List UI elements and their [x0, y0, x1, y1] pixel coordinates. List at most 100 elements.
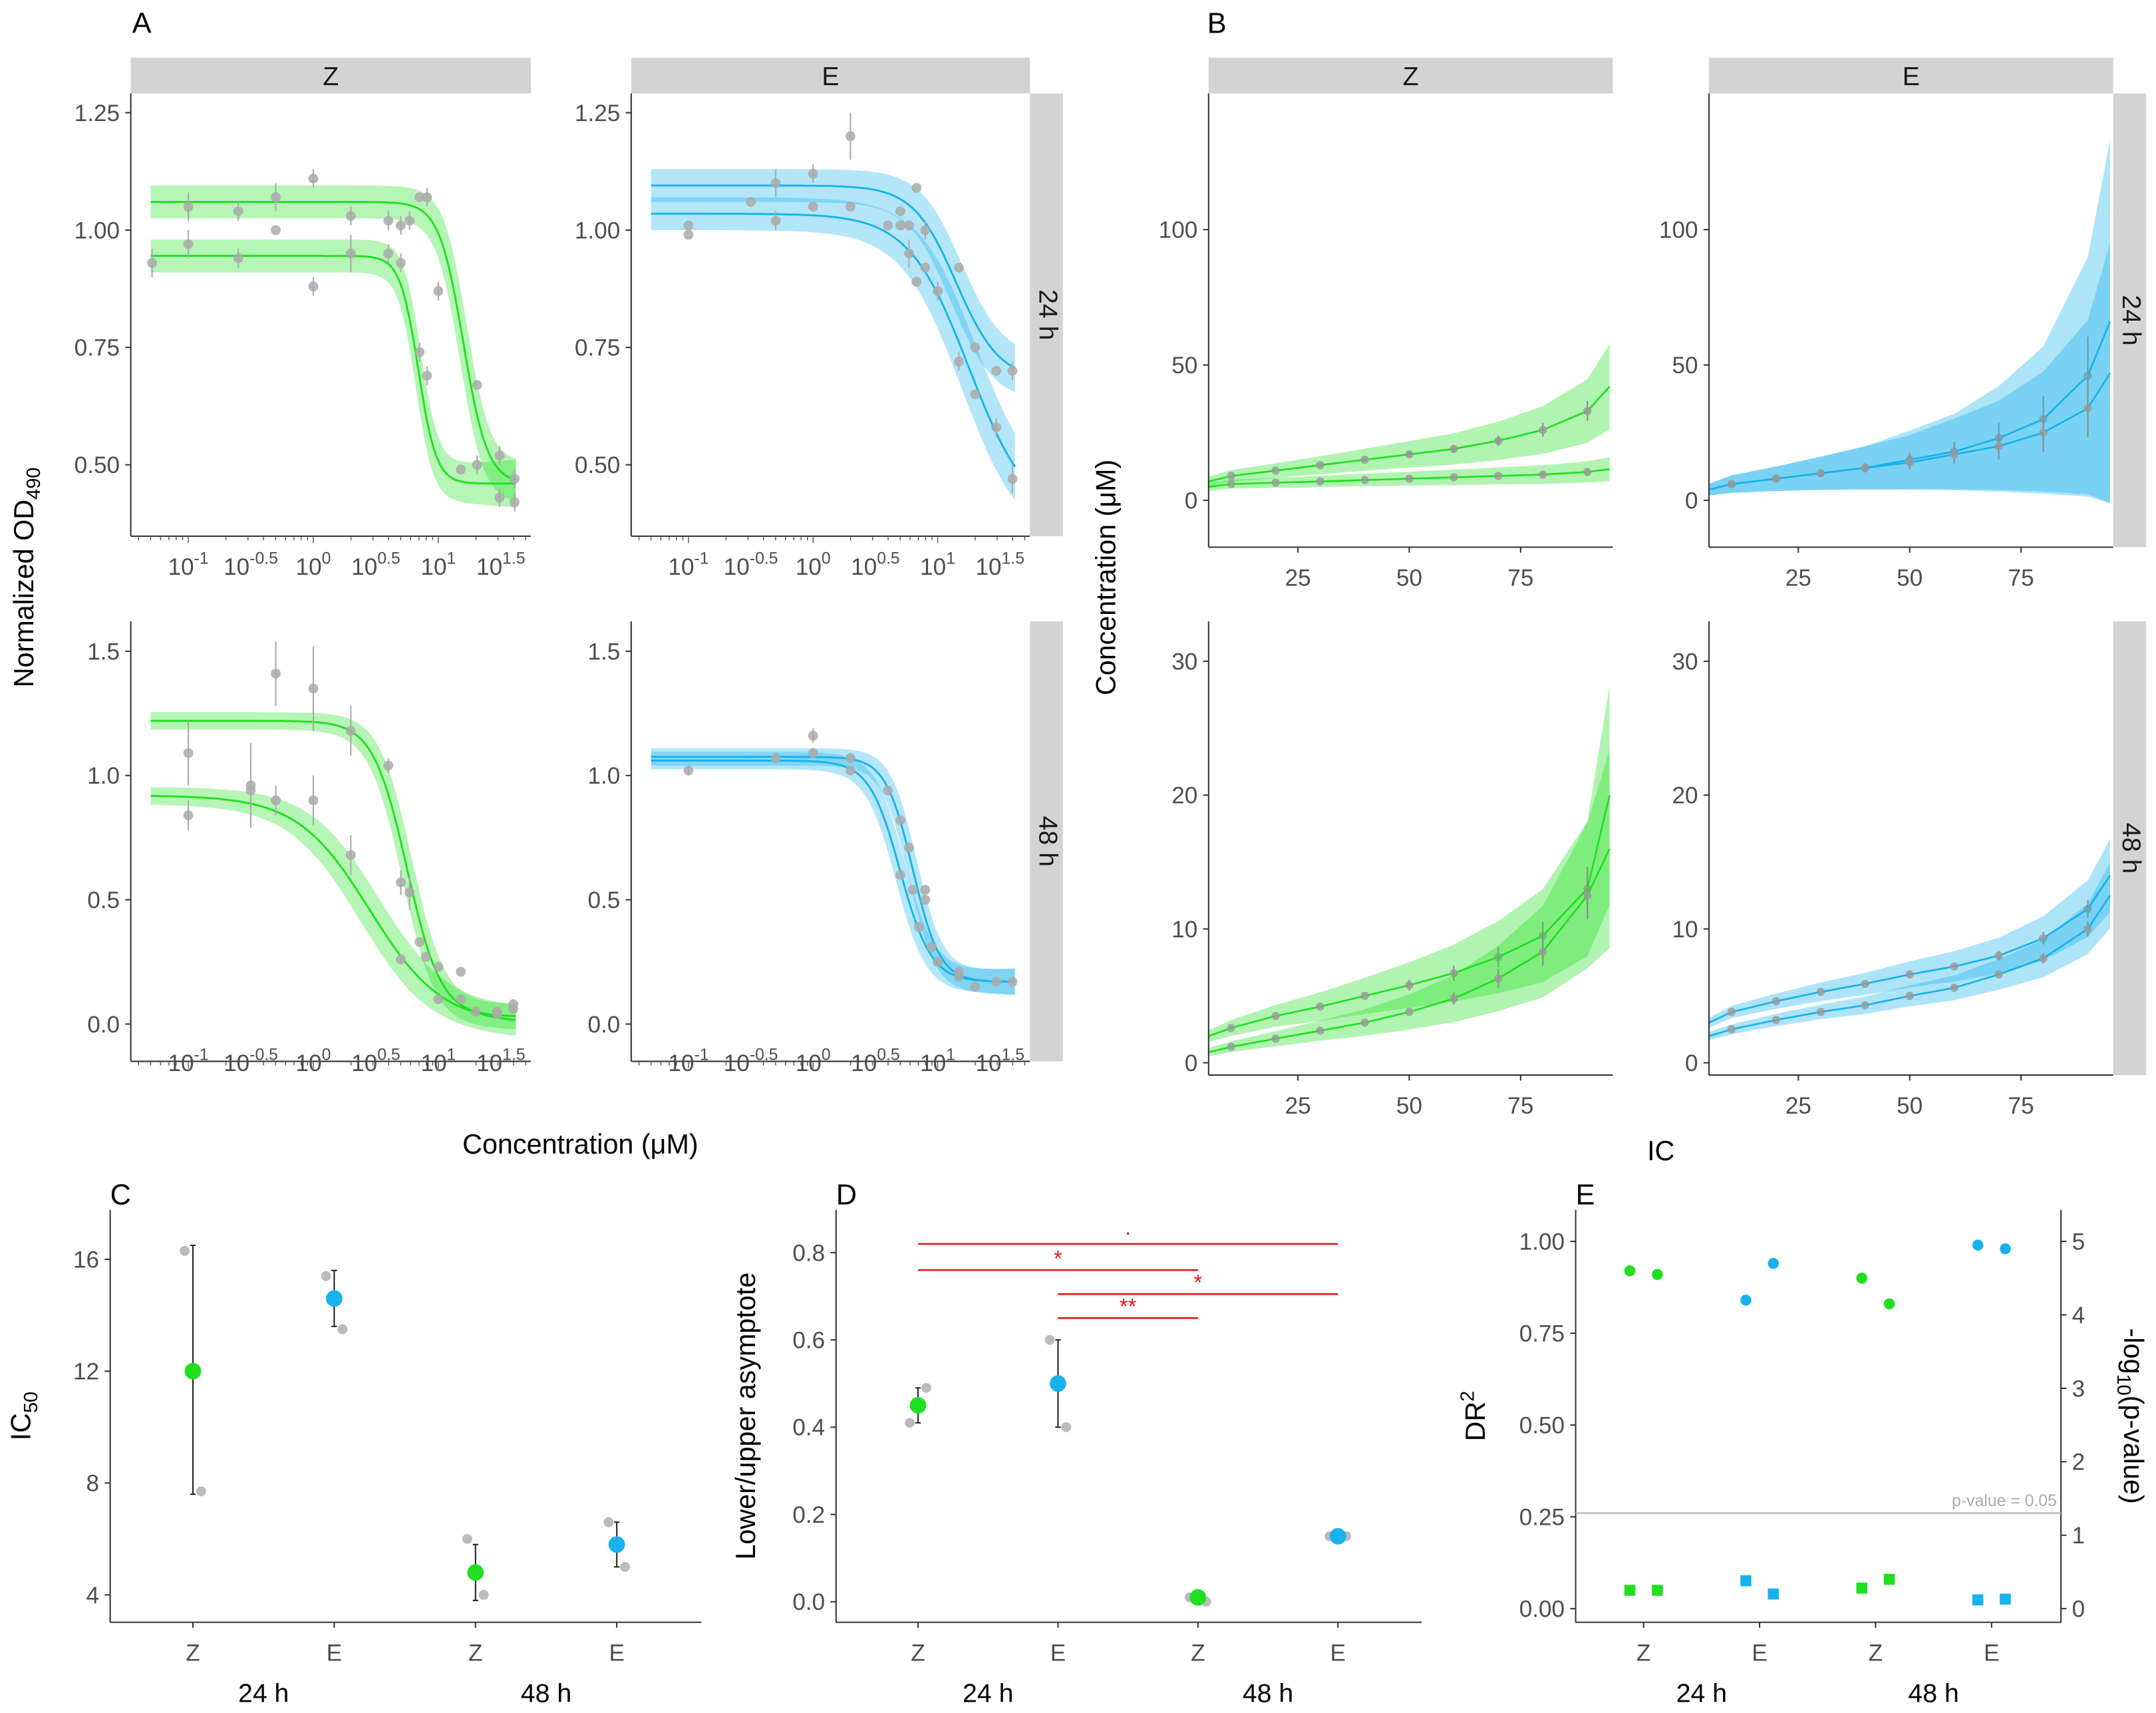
- xtick-base: 10: [351, 554, 377, 580]
- a-e-24h-data-point: [920, 262, 931, 273]
- a-e-24h-data-point: [683, 220, 694, 231]
- e-pvalue-point: [1652, 1585, 1663, 1596]
- xtick-base: 10: [724, 1050, 750, 1076]
- a-e-48h-data-point: [683, 765, 694, 776]
- a-z-24h-xtick-label: 101.5: [476, 549, 526, 580]
- b-e-24h-data-point: [1861, 464, 1869, 472]
- a-e-24h-data-point: [904, 248, 914, 259]
- b-z-24h-xtick-label: 50: [1396, 565, 1422, 591]
- a-e-48h-ytick-label: 1.0: [587, 763, 620, 789]
- b-e-48h-data-point: [1950, 962, 1958, 971]
- d-significance-label: *: [1193, 1271, 1202, 1295]
- a-z-48h-data-point: [383, 760, 394, 771]
- a-e-24h-strip-top: [631, 57, 1030, 94]
- c-ytick-label: 16: [73, 1247, 99, 1273]
- a-z-24h-data-point: [396, 257, 406, 268]
- d-raw-point: [1044, 1334, 1055, 1345]
- b-z-24h-data-point: [1539, 470, 1547, 479]
- a-e-48h-ci-ribbon-0: [651, 748, 1015, 995]
- e-group-label: 24 h: [1676, 1678, 1727, 1708]
- b-e-24h-data-point: [1727, 480, 1736, 488]
- a-e-24h-xtick-label: 10-0.5: [724, 549, 778, 580]
- a-e-24h-strip-right-label: 24 h: [1034, 289, 1063, 340]
- a-z-48h-facet: [150, 641, 519, 1036]
- c-y-axis-title: IC50: [6, 1392, 42, 1441]
- d-raw-point: [905, 1418, 915, 1428]
- a-e-48h-data-point: [808, 748, 818, 758]
- a-e-24h-data-point: [683, 230, 694, 240]
- b-e-48h-data-point: [2039, 934, 2048, 943]
- c-raw-point: [321, 1271, 331, 1281]
- c-raw-point: [337, 1324, 348, 1334]
- panel-label-a: A: [132, 8, 152, 40]
- e-y2-axis-title: -log10(p-value): [2113, 1328, 2149, 1504]
- xtick-base: 10: [851, 1050, 877, 1076]
- b-z-24h-data-point: [1450, 444, 1458, 454]
- xtick-exponent: -0.5: [750, 549, 778, 567]
- a-z-24h-strip-top-label: Z: [323, 62, 339, 91]
- xtick-base: 10: [224, 1050, 249, 1076]
- e-y-title-sup: 2: [1458, 1391, 1479, 1402]
- xtick-base: 10: [920, 554, 946, 580]
- e-pvalue-point: [1883, 1573, 1895, 1585]
- b-z-48h-data-point: [1539, 931, 1547, 940]
- a-e-48h-data-point: [914, 922, 924, 933]
- a-z-24h-data-point: [345, 248, 356, 259]
- a-e-48h-data-point: [920, 885, 931, 895]
- a-e-24h-data-point: [770, 216, 781, 226]
- b-z-24h-data-point: [1494, 472, 1503, 480]
- b-z-24h-data-point: [1494, 436, 1503, 445]
- b-e-24h-data-point: [1771, 474, 1781, 483]
- a-e-24h-data-point: [904, 220, 914, 231]
- a-z-24h-data-point: [472, 460, 482, 470]
- b-z-48h-data-point: [1405, 1007, 1414, 1016]
- a-e-48h-ytick-label: 0.5: [587, 887, 620, 913]
- panel-label-e: E: [1576, 1179, 1595, 1211]
- xtick-base: 10: [168, 554, 194, 580]
- e-pvalue-point: [1624, 1585, 1636, 1596]
- a-z-48h-ci-ribbon-1: [150, 787, 516, 1036]
- b-e-24h-data-point: [2083, 404, 2092, 412]
- b-e-48h-data-point: [1905, 970, 1914, 979]
- a-x-axis-title: Concentration (μM): [462, 1129, 698, 1160]
- a-e-48h-data-point: [1007, 977, 1018, 987]
- e-ytick-label: 0.25: [1519, 1505, 1565, 1531]
- d-xtick-label: Z: [911, 1640, 925, 1666]
- b-z-48h-data-point: [1316, 1026, 1324, 1035]
- a-z-24h-data-point: [414, 192, 425, 202]
- a-z-48h-xtick-label: 10-1: [168, 1046, 208, 1076]
- a-z-24h-facet: [147, 169, 520, 512]
- xtick-exponent: 1.5: [502, 1046, 525, 1064]
- a-e-24h-data-point: [1007, 474, 1018, 484]
- a-e-48h-data-point: [846, 753, 855, 764]
- a-z-48h-data-point: [308, 795, 319, 806]
- b-z-24h-data-point: [1271, 466, 1280, 475]
- c-mean-point: [184, 1362, 202, 1380]
- a-e-48h-data-point: [883, 785, 893, 796]
- b-e-48h-facet: [1708, 839, 2111, 1040]
- b-y-axis-title: Concentration (μM): [1090, 460, 1121, 696]
- b-z-24h-data-point: [1583, 468, 1592, 476]
- c-raw-point: [462, 1533, 472, 1544]
- a-z-48h-xtick-label: 100.5: [351, 1046, 400, 1076]
- a-e-24h-data-point: [846, 131, 855, 142]
- d-ytick-label: 0.4: [792, 1415, 825, 1441]
- a-z-24h-data-point: [472, 380, 482, 390]
- a-e-24h-data-point: [991, 422, 1002, 432]
- a-z-48h-data-point: [456, 994, 466, 1005]
- e-y2tick-label: 2: [2072, 1450, 2085, 1476]
- a-e-24h-data-point: [895, 206, 905, 217]
- xtick-exponent: -1: [694, 1046, 709, 1064]
- b-e-48h-data-point: [2083, 925, 2092, 933]
- a-e-24h-xtick-label: 101: [920, 549, 955, 580]
- panel-label-d: D: [836, 1179, 857, 1211]
- a-e-48h-ci-ribbon-1: [651, 752, 1015, 995]
- xtick-base: 10: [351, 1050, 377, 1076]
- b-z-24h-data-point: [1583, 406, 1592, 416]
- e-xtick-label: Z: [1869, 1640, 1883, 1666]
- b-z-24h-data-point: [1539, 426, 1547, 434]
- c-mean-point: [326, 1290, 343, 1307]
